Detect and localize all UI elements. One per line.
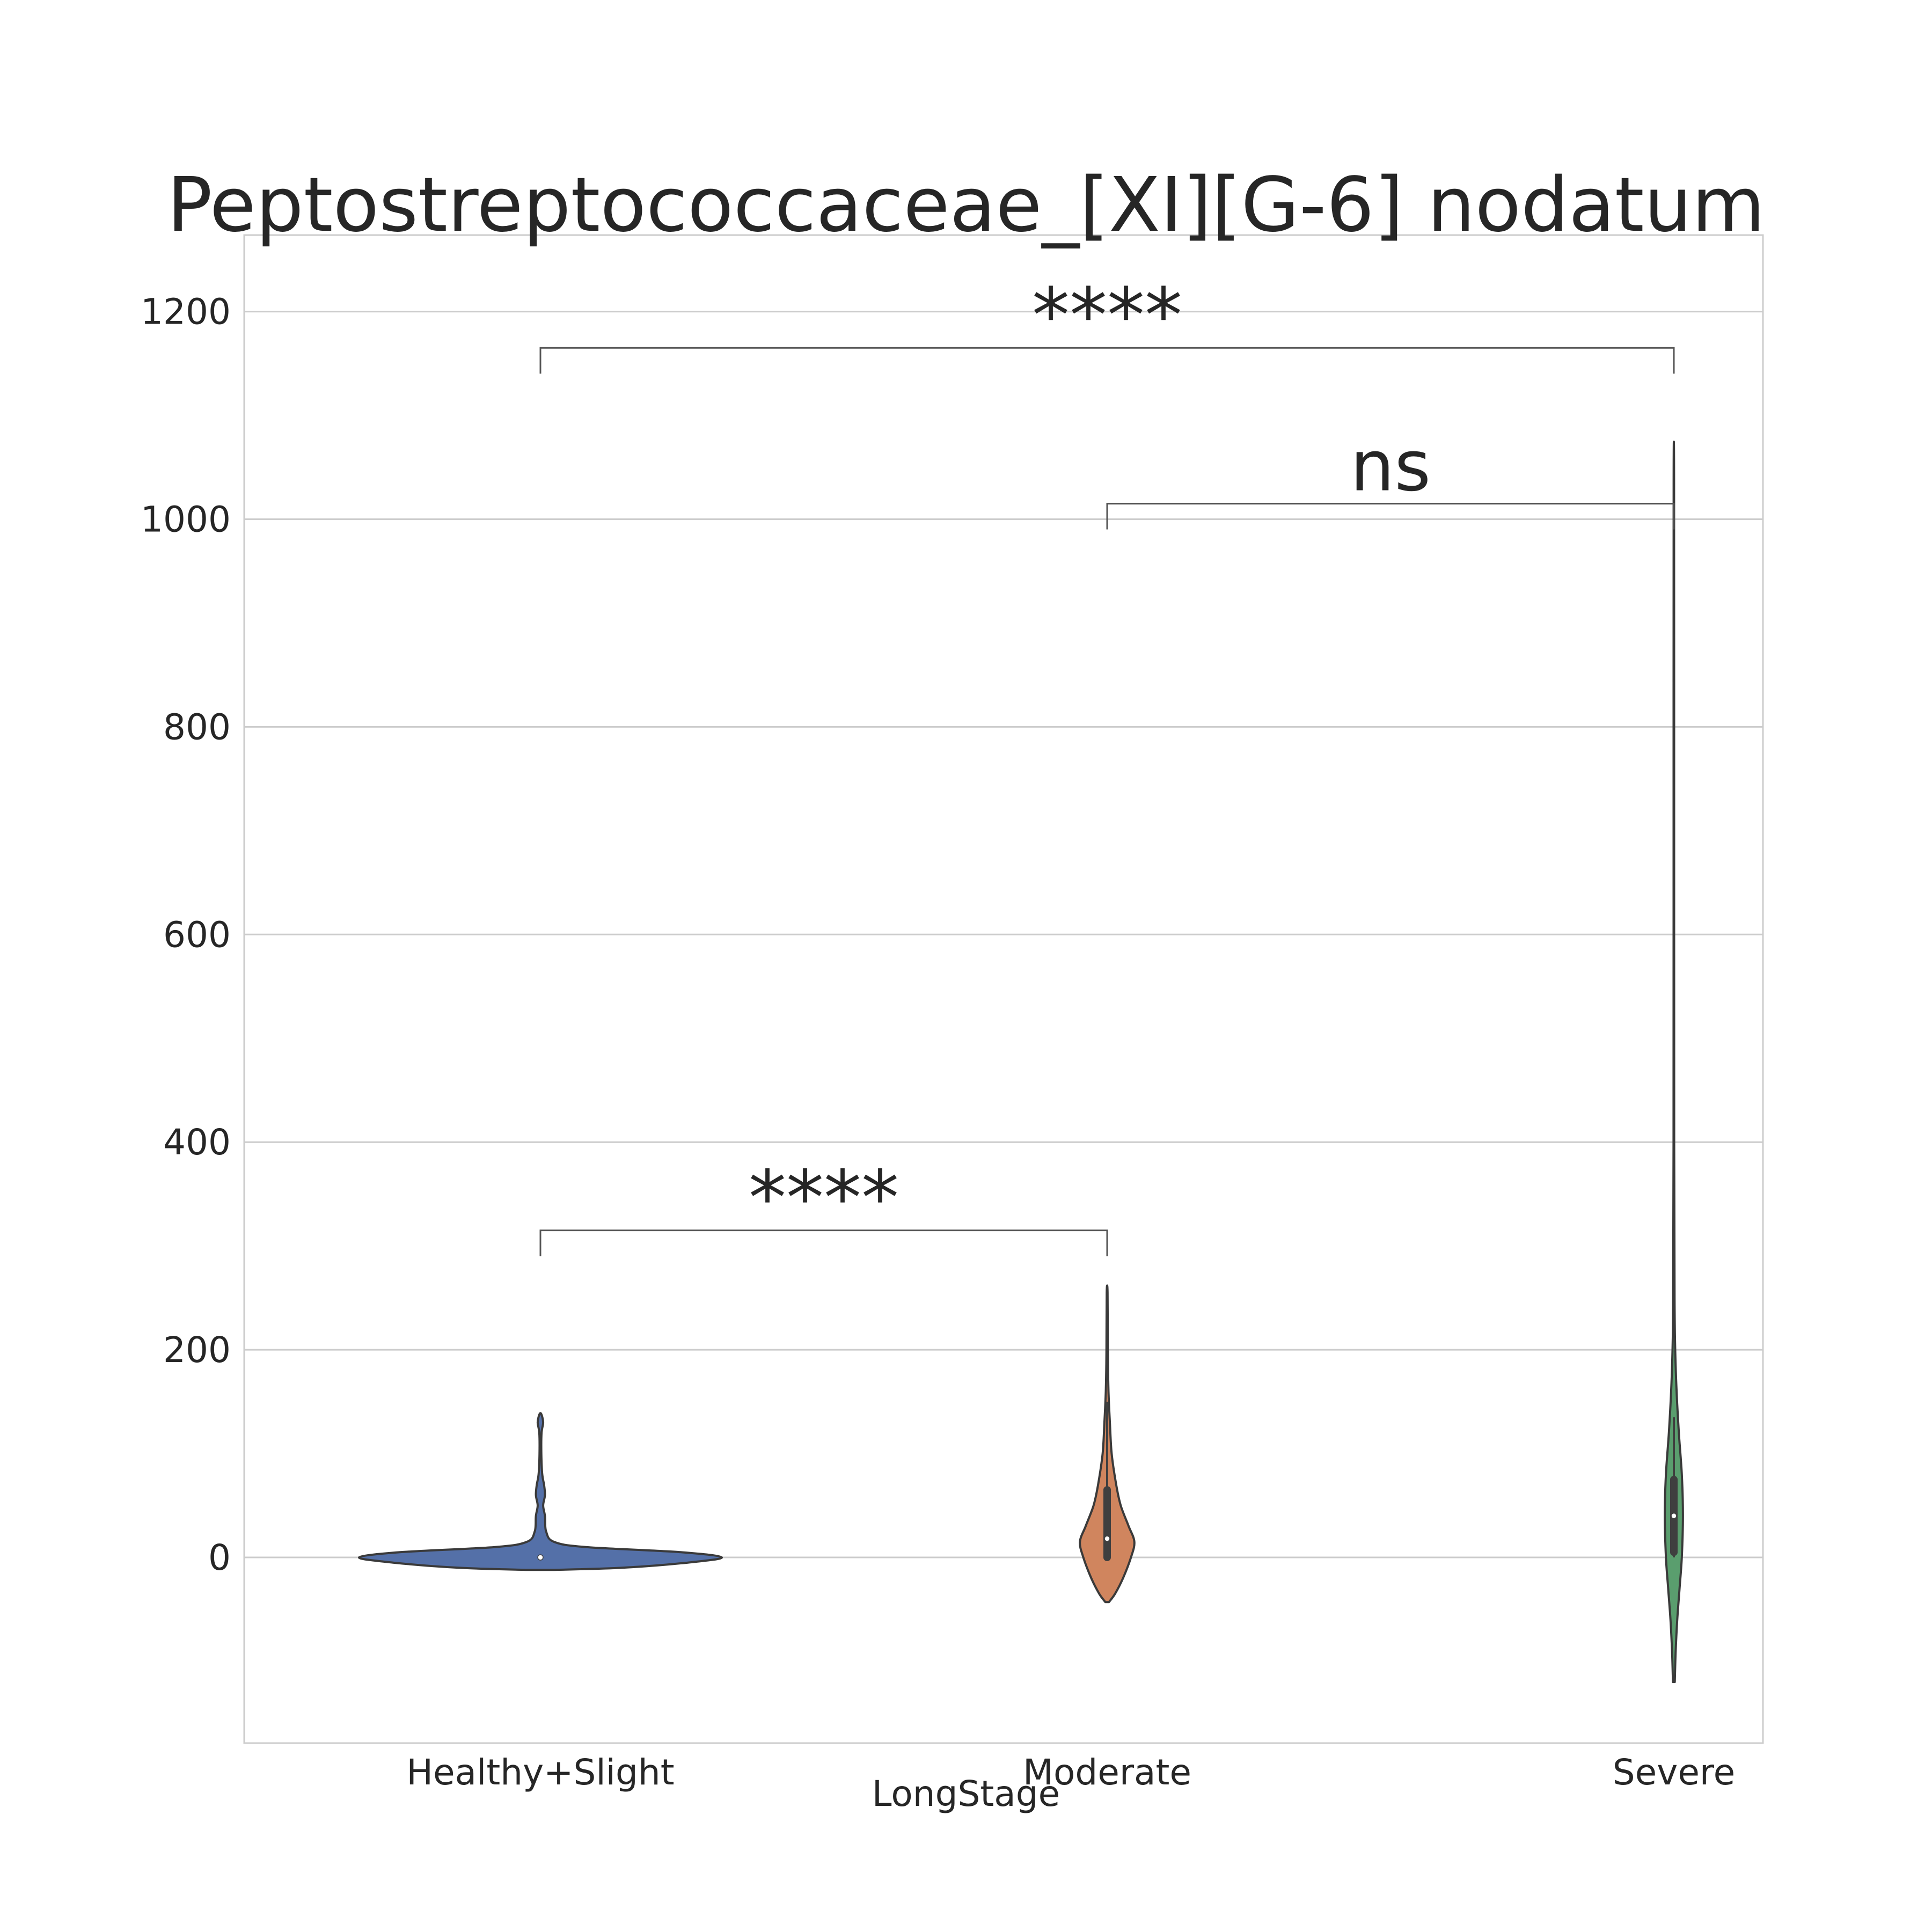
x-axis-label: LongStage — [872, 1773, 1060, 1814]
violins — [358, 441, 1684, 1684]
significance-label: **** — [749, 1155, 899, 1242]
y-tick-label: 800 — [163, 706, 231, 748]
violin-median-dot — [537, 1554, 544, 1561]
x-tick-label: Healthy+Slight — [406, 1752, 674, 1793]
plot-area-frame — [243, 234, 1764, 1744]
y-tick-label: 600 — [163, 914, 231, 955]
y-gridlines — [244, 311, 1763, 1558]
significance-label: **** — [1032, 272, 1182, 360]
x-tick-labels: Healthy+Slight Moderate Severe — [406, 1752, 1735, 1793]
y-tick-label: 0 — [208, 1537, 231, 1578]
x-tick-label: Moderate — [1023, 1752, 1191, 1793]
y-tick-label: 400 — [163, 1122, 231, 1163]
violin-severe — [1664, 441, 1684, 1684]
y-tick-labels: 0 200 400 600 800 1000 1200 — [141, 291, 231, 1578]
significance-annotations: **** ns **** — [539, 272, 1675, 1256]
violin-median-dot — [1671, 1512, 1677, 1519]
significance-bracket — [539, 1230, 1108, 1256]
x-tick-label: Severe — [1613, 1752, 1735, 1793]
y-tick-label: 1200 — [141, 291, 231, 333]
significance-label: ns — [1350, 425, 1431, 507]
y-tick-label: 1000 — [141, 499, 231, 540]
violin-healthy-slight — [358, 1412, 723, 1571]
significance-bracket — [1106, 502, 1675, 530]
violin-median-dot — [1104, 1535, 1110, 1542]
chart-title: Peptostreptococcaceae_[XI][G-6] nodatum — [167, 162, 1765, 249]
y-tick-label: 200 — [163, 1329, 231, 1371]
significance-bracket — [539, 347, 1675, 374]
